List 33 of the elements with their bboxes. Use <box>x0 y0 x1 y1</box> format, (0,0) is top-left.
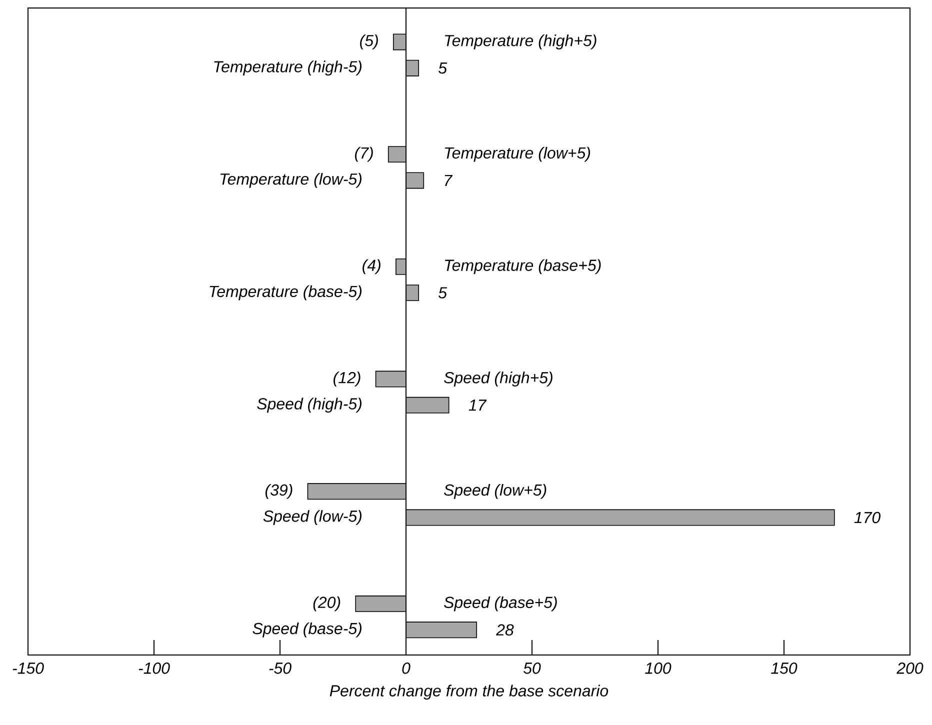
x-tick-label: 150 <box>771 662 798 674</box>
data-label: 5 <box>438 287 448 298</box>
data-label: 170 <box>854 512 880 524</box>
x-tick-label: 200 <box>896 662 924 674</box>
data-label: (12) <box>334 372 360 386</box>
data-label: (4) <box>362 259 380 274</box>
y-tick-label: Speed (base-5) <box>252 622 362 638</box>
data-label: (20) <box>313 596 340 612</box>
data-label: (7) <box>355 146 373 162</box>
y-tick-label: Speed (high-5) <box>257 398 362 413</box>
y-tick-label: Temperature (base+5) <box>444 259 601 274</box>
data-label: (39) <box>265 484 292 499</box>
y-tick-label: Temperature (low-5) <box>220 173 362 188</box>
data-label: (5) <box>360 34 378 50</box>
y-tick-label: Temperature (low+5) <box>444 146 590 162</box>
x-tick-label: -150 <box>12 662 44 674</box>
data-label: 5 <box>438 62 448 74</box>
y-tick-label: Speed (high+5) <box>444 372 552 387</box>
x-axis-title: Percent change from the base scenario <box>330 684 608 700</box>
y-tick-label: Speed (low+5) <box>444 484 546 499</box>
data-label: 28 <box>496 624 514 636</box>
data-label: 17 <box>468 400 487 411</box>
x-tick-label: 50 <box>523 662 541 674</box>
y-tick-label: Temperature (high+5) <box>444 34 596 50</box>
y-tick-label: Speed (base+5) <box>444 596 557 612</box>
x-tick-label: -100 <box>138 662 170 674</box>
x-tick-label: 0 <box>402 662 410 674</box>
data-label: 7 <box>444 174 453 186</box>
x-tick-label: -50 <box>269 662 292 674</box>
y-tick-label: Temperature (base-5) <box>210 285 362 300</box>
y-tick-label: Speed (low-5) <box>263 510 362 525</box>
y-tick-label: Temperature (high-5) <box>214 60 362 76</box>
x-tick-label: 100 <box>645 662 672 674</box>
